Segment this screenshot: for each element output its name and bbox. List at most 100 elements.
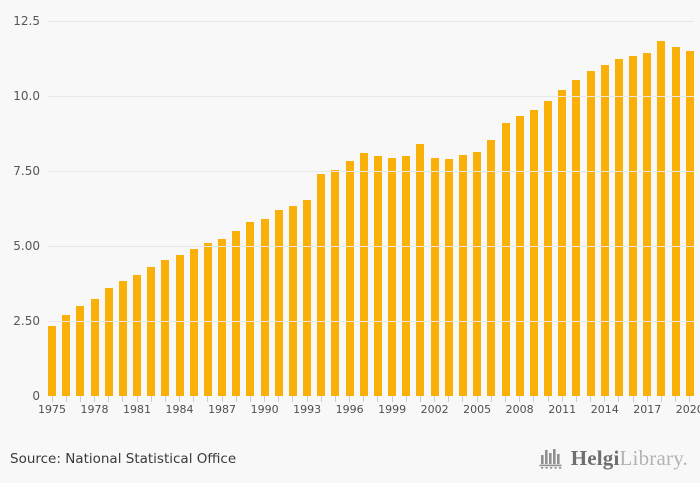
x-label-slot bbox=[445, 403, 453, 417]
bar-2001[interactable] bbox=[416, 144, 425, 396]
x-tick bbox=[204, 396, 212, 402]
bar-2012[interactable] bbox=[572, 79, 581, 396]
x-axis-tick-label: 1999 bbox=[378, 403, 407, 416]
bar-2005[interactable] bbox=[473, 151, 482, 396]
bar-1982[interactable] bbox=[147, 267, 156, 396]
bar-1991[interactable] bbox=[274, 210, 283, 396]
bar-2020[interactable] bbox=[685, 51, 694, 396]
bar-1976[interactable] bbox=[62, 315, 71, 396]
x-tick bbox=[459, 396, 467, 402]
bar-1983[interactable] bbox=[161, 259, 170, 396]
bar-1987[interactable] bbox=[218, 238, 227, 396]
x-label-slot: 1990 bbox=[251, 403, 279, 417]
bar-1998[interactable] bbox=[373, 156, 382, 396]
y-axis-tick-label: 10.0 bbox=[13, 89, 40, 103]
x-tick bbox=[303, 396, 311, 402]
x-tick bbox=[275, 396, 283, 402]
x-tick bbox=[502, 396, 510, 402]
x-label-slot bbox=[232, 403, 240, 417]
x-axis-tick-label: 2005 bbox=[463, 403, 492, 416]
helgilibrary-logo[interactable]: HelgiLibrary. bbox=[538, 446, 688, 471]
bar-1979[interactable] bbox=[104, 288, 113, 396]
bar-1989[interactable] bbox=[246, 222, 255, 396]
x-tick bbox=[558, 396, 566, 402]
bar-2018[interactable] bbox=[657, 40, 666, 396]
x-tick bbox=[615, 396, 623, 402]
bar-2019[interactable] bbox=[671, 46, 680, 396]
bar-2004[interactable] bbox=[458, 154, 467, 396]
x-tick bbox=[133, 396, 141, 402]
bar-2006[interactable] bbox=[487, 139, 496, 396]
x-label-slot: 2014 bbox=[591, 403, 619, 417]
bar-1978[interactable] bbox=[90, 298, 99, 396]
bar-2011[interactable] bbox=[558, 90, 567, 396]
x-axis-tick-label: 2017 bbox=[633, 403, 662, 416]
bar-2003[interactable] bbox=[444, 159, 453, 396]
x-tick bbox=[516, 396, 524, 402]
x-tick bbox=[402, 396, 410, 402]
bar-1980[interactable] bbox=[118, 280, 127, 396]
x-tick bbox=[572, 396, 580, 402]
gridline bbox=[48, 21, 694, 22]
bar-2017[interactable] bbox=[643, 52, 652, 396]
bar-1977[interactable] bbox=[76, 306, 85, 396]
x-label-slot bbox=[62, 403, 70, 417]
x-tick bbox=[119, 396, 127, 402]
x-tick bbox=[388, 396, 396, 402]
x-label-slot bbox=[530, 403, 538, 417]
x-label-slot bbox=[105, 403, 113, 417]
bar-2016[interactable] bbox=[629, 55, 638, 396]
bar-1981[interactable] bbox=[133, 274, 142, 396]
x-axis-tick-label: 1990 bbox=[250, 403, 279, 416]
x-tick bbox=[76, 396, 84, 402]
x-tick bbox=[218, 396, 226, 402]
bar-2010[interactable] bbox=[544, 100, 553, 396]
x-axis-tick-label: 1993 bbox=[293, 403, 322, 416]
bar-1985[interactable] bbox=[189, 249, 198, 396]
x-label-slot bbox=[615, 403, 623, 417]
source-note: Source: National Statistical Office bbox=[10, 451, 237, 467]
bar-2013[interactable] bbox=[586, 70, 595, 396]
bar-2009[interactable] bbox=[529, 109, 538, 396]
bar-2007[interactable] bbox=[501, 123, 510, 396]
x-label-slot: 2020 bbox=[676, 403, 700, 417]
bar-1984[interactable] bbox=[175, 255, 184, 396]
bar-2015[interactable] bbox=[614, 58, 623, 396]
x-label-slot: 2005 bbox=[463, 403, 491, 417]
x-tick bbox=[91, 396, 99, 402]
bar-1993[interactable] bbox=[303, 199, 312, 396]
x-label-slot bbox=[360, 403, 368, 417]
x-tick bbox=[672, 396, 680, 402]
bar-2014[interactable] bbox=[600, 64, 609, 396]
bar-1999[interactable] bbox=[388, 157, 397, 396]
x-tick bbox=[317, 396, 325, 402]
bar-2000[interactable] bbox=[402, 156, 411, 396]
x-axis-labels: 1975 1978 1981 1984 1987 1990 1993 1996 1999 2002… bbox=[38, 403, 700, 417]
x-axis-tick-label: 2002 bbox=[420, 403, 449, 416]
bars-container bbox=[48, 21, 694, 396]
x-tick bbox=[657, 396, 665, 402]
bar-1997[interactable] bbox=[359, 153, 368, 396]
bar-1988[interactable] bbox=[232, 231, 241, 396]
x-label-slot: 1999 bbox=[378, 403, 406, 417]
x-tick bbox=[431, 396, 439, 402]
bar-1996[interactable] bbox=[345, 160, 354, 396]
logo-text-library: Library. bbox=[619, 446, 688, 470]
bar-1990[interactable] bbox=[260, 219, 269, 396]
x-label-slot: 2017 bbox=[633, 403, 661, 417]
x-tick bbox=[601, 396, 609, 402]
x-tick bbox=[161, 396, 169, 402]
x-tick bbox=[445, 396, 453, 402]
bar-1975[interactable] bbox=[48, 325, 56, 396]
x-tick bbox=[346, 396, 354, 402]
bar-1986[interactable] bbox=[203, 243, 212, 396]
bar-1992[interactable] bbox=[288, 205, 297, 396]
x-tick bbox=[686, 396, 694, 402]
bar-1994[interactable] bbox=[317, 174, 326, 396]
x-label-slot: 2008 bbox=[506, 403, 534, 417]
bar-1995[interactable] bbox=[331, 169, 340, 396]
bar-2002[interactable] bbox=[430, 157, 439, 396]
bar-2008[interactable] bbox=[515, 115, 524, 396]
x-tick bbox=[487, 396, 495, 402]
